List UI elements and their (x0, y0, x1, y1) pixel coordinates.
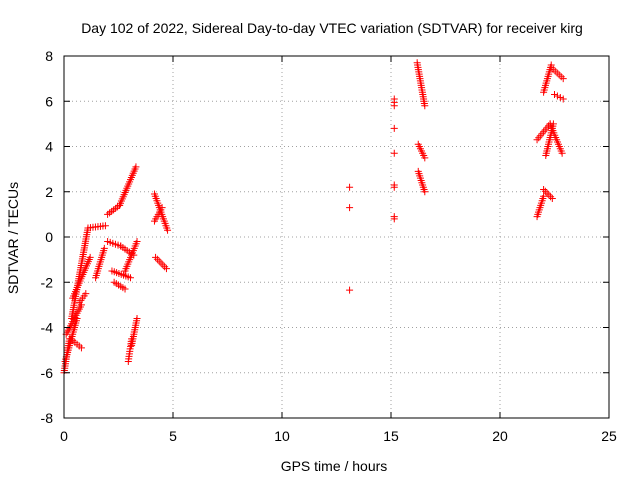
y-tick-label: -8 (41, 410, 54, 426)
data-point (540, 192, 548, 200)
data-point (157, 259, 165, 267)
data-point (553, 92, 561, 100)
x-tick-label: 20 (492, 428, 508, 444)
y-tick-label: 2 (45, 184, 53, 200)
x-axis-label: GPS time / hours (281, 458, 388, 474)
data-point (559, 75, 567, 83)
x-tick-label: 5 (169, 428, 177, 444)
data-point (132, 163, 140, 171)
y-tick-label: -2 (41, 274, 54, 290)
data-point (551, 90, 558, 98)
data-point (346, 204, 354, 212)
data-point (390, 183, 398, 191)
data-point (540, 185, 548, 193)
data-point (162, 265, 170, 273)
y-axis-label: SDTVAR / TECUs (5, 182, 21, 294)
data-point (545, 191, 553, 199)
data-point (121, 285, 129, 293)
y-tick-label: 6 (45, 93, 53, 109)
data-point (100, 244, 108, 252)
data-point (126, 274, 134, 282)
data-point (421, 188, 429, 196)
data-point (390, 215, 398, 223)
data-point (77, 344, 85, 352)
data-point (133, 314, 141, 322)
x-tick-label: 15 (383, 428, 399, 444)
data-point (390, 124, 398, 132)
data-point (548, 195, 556, 203)
x-tick-label: 10 (274, 428, 290, 444)
data-point (558, 149, 566, 157)
data-point (421, 154, 429, 162)
data-point (547, 193, 555, 201)
y-tick-label: -4 (41, 320, 54, 336)
data-point (159, 261, 167, 269)
data-point (164, 226, 172, 234)
y-tick-label: 4 (45, 139, 53, 155)
grid (64, 56, 609, 418)
data-point (86, 253, 94, 261)
x-tick-label: 0 (60, 428, 68, 444)
data-point (390, 149, 398, 157)
data-point (421, 102, 429, 110)
data-point (153, 255, 161, 263)
data-point (556, 93, 564, 101)
data-point (346, 183, 354, 191)
data-point (543, 189, 551, 197)
data-point (155, 257, 163, 265)
data-point (101, 222, 109, 230)
data-point (559, 95, 567, 103)
data-point (82, 290, 90, 298)
data-point (158, 204, 166, 212)
x-tick-label: 25 (601, 428, 617, 444)
y-tick-label: -6 (41, 365, 54, 381)
y-tick-label: 0 (45, 229, 53, 245)
data-points (60, 59, 567, 377)
data-point (541, 187, 549, 195)
y-tick-label: 8 (45, 48, 53, 64)
data-point (346, 286, 354, 294)
data-point (133, 238, 141, 246)
data-point (152, 253, 160, 261)
data-point (161, 263, 169, 271)
chart-title: Day 102 of 2022, Sidereal Day-to-day VTE… (81, 20, 583, 36)
data-point (390, 102, 398, 110)
axis-ticks: 0 5 10 15 20 25 -8 -6 -4 -2 0 2 4 6 8 (41, 48, 617, 444)
